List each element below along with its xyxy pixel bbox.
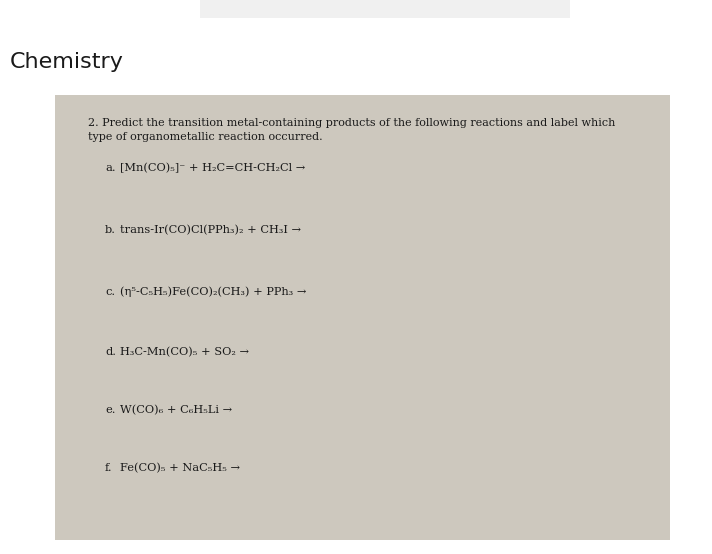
Text: 2. Predict the transition metal-containing products of the following reactions a: 2. Predict the transition metal-containi… — [88, 118, 615, 128]
Text: [Mn(CO)₅]⁻ + H₂C=CH-CH₂Cl →: [Mn(CO)₅]⁻ + H₂C=CH-CH₂Cl → — [120, 163, 305, 173]
Text: H₃C-Mn(CO)₅ + SO₂ →: H₃C-Mn(CO)₅ + SO₂ → — [120, 347, 249, 357]
Text: c.: c. — [105, 287, 115, 297]
Text: type of organometallic reaction occurred.: type of organometallic reaction occurred… — [88, 132, 323, 142]
Text: e.: e. — [105, 405, 115, 415]
Bar — [55, 95, 670, 540]
Text: (η⁵-C₅H₅)Fe(CO)₂(CH₃) + PPh₃ →: (η⁵-C₅H₅)Fe(CO)₂(CH₃) + PPh₃ → — [120, 287, 306, 297]
Text: a.: a. — [105, 163, 115, 173]
Text: b.: b. — [105, 225, 116, 235]
Text: f.: f. — [105, 463, 112, 473]
Bar — [200, 0, 570, 18]
Text: W(CO)₆ + C₆H₅Li →: W(CO)₆ + C₆H₅Li → — [120, 405, 232, 415]
Text: d.: d. — [105, 347, 116, 357]
Text: Chemistry: Chemistry — [10, 52, 124, 72]
Text: trans-Ir(CO)Cl(PPh₃)₂ + CH₃I →: trans-Ir(CO)Cl(PPh₃)₂ + CH₃I → — [120, 225, 301, 235]
Text: Fe(CO)₅ + NaC₅H₅ →: Fe(CO)₅ + NaC₅H₅ → — [120, 463, 240, 473]
